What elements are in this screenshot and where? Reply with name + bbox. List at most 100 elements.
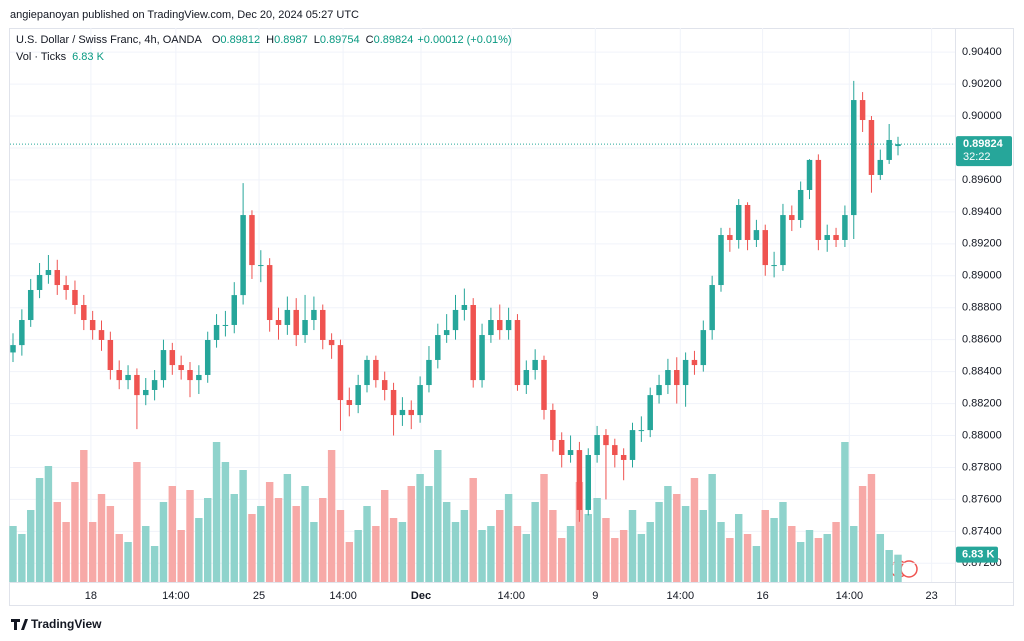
candle-body (213, 324, 220, 340)
candle-body (461, 305, 468, 310)
ohlc-label: L (314, 34, 320, 46)
volume-bar (442, 502, 451, 582)
volume-bar (168, 486, 177, 582)
x-tick-label: 9 (592, 590, 598, 602)
y-tick-label: 0.87800 (962, 461, 1002, 473)
volume-bar (416, 474, 424, 582)
candle-body (399, 409, 406, 416)
volume-bar (699, 510, 708, 582)
candle-body (311, 309, 317, 321)
price-tag (956, 136, 1012, 167)
price-tag-value: 0.89824 (963, 138, 1004, 150)
candle-body (125, 374, 131, 381)
candle-body (691, 359, 698, 366)
legend-ohlc: U.S. Dollar / Swiss Franc, 4h, OANDA O0.8… (16, 34, 512, 46)
candle-body (390, 389, 397, 416)
y-tick-label: 0.88200 (962, 397, 1002, 409)
x-tick-label: 25 (253, 590, 265, 602)
candle-body (541, 359, 547, 410)
volume-bar (124, 542, 132, 582)
y-tick-label: 0.88600 (962, 334, 1002, 346)
volume-bar (319, 498, 327, 582)
volume-bar (779, 502, 787, 582)
volume-bar (690, 478, 699, 582)
candle-body (45, 270, 52, 275)
candle-body (222, 324, 229, 326)
volume-bar (53, 502, 61, 582)
volume-bar (80, 450, 88, 582)
x-tick-label: 23 (926, 590, 938, 602)
x-tick-label: Dec (411, 590, 431, 602)
volume-bar (133, 462, 141, 582)
volume-bar (26, 510, 35, 582)
candle-body (594, 435, 600, 456)
candle-body (567, 450, 574, 456)
candle-body (771, 265, 777, 267)
candle-body (231, 295, 238, 325)
candle-body (346, 400, 353, 406)
ohlc-value: 0.89824 (374, 34, 414, 46)
candle-body (10, 345, 16, 353)
volume-bar (274, 498, 283, 582)
volume-bar (549, 510, 557, 582)
candle-body (151, 380, 158, 390)
volume-bar (708, 474, 716, 582)
volume-bar (372, 526, 380, 582)
volume-bar (115, 534, 123, 582)
volume-bar (451, 522, 460, 582)
candle-body (497, 320, 503, 331)
candle-body (381, 380, 388, 390)
volume-bar (850, 526, 858, 582)
ohlc-label: O (212, 34, 221, 46)
volume-bar (593, 498, 601, 582)
volume-bar (743, 534, 752, 582)
volume-bar (540, 474, 548, 582)
volume-bar (203, 498, 212, 582)
candle-body (603, 435, 609, 446)
x-tick-label: 14:00 (329, 590, 357, 602)
candle-body (576, 450, 583, 510)
volume-bar (814, 538, 823, 582)
volume-bar (664, 486, 672, 582)
candle-body (727, 235, 733, 240)
candle-body (98, 330, 105, 340)
volume-bar (301, 486, 309, 582)
volume-value: 6.83 K (72, 51, 104, 63)
volume-bar (611, 538, 619, 582)
candle-body (426, 359, 432, 386)
candle-body (89, 320, 96, 331)
volume-bar (496, 510, 504, 582)
volume-bar (478, 530, 486, 582)
volume-bar (239, 470, 247, 582)
volume-bar (407, 486, 415, 582)
candle-body (744, 204, 751, 240)
candle-body (505, 320, 512, 331)
candle-body (620, 455, 627, 460)
volume-bar (221, 462, 230, 582)
volume-bar (18, 534, 26, 582)
volume-bar (292, 506, 300, 582)
volume-bar (796, 542, 805, 582)
candle-body (895, 144, 901, 147)
volume-bar (876, 534, 885, 582)
candle-body (320, 309, 326, 340)
candle-body (638, 430, 645, 432)
volume-bar (398, 522, 407, 582)
volume-bar (832, 522, 840, 582)
candle-body (408, 409, 415, 416)
candle-body (656, 385, 662, 396)
candle-body (36, 274, 43, 290)
candle-body (27, 289, 34, 321)
candle-body (762, 230, 769, 266)
volume-bar (106, 506, 115, 582)
volume-bar (469, 478, 477, 582)
candle-body (806, 159, 813, 190)
volume-bar (531, 502, 539, 582)
volume-bar (380, 490, 389, 582)
ohlc-label: C (366, 34, 374, 46)
volume-bar (619, 530, 628, 582)
candle-body (134, 374, 140, 396)
candle-body (196, 374, 202, 381)
ohlc-label: H (266, 34, 274, 46)
